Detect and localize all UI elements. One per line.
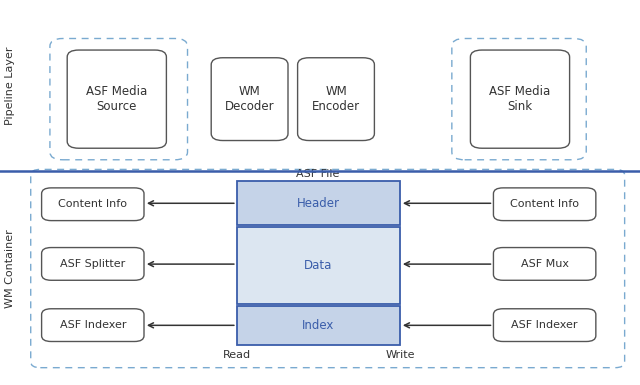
FancyBboxPatch shape: [298, 58, 374, 141]
Bar: [237, 227, 400, 304]
Text: Data: Data: [304, 259, 333, 272]
Text: ASF Splitter: ASF Splitter: [60, 259, 125, 269]
Text: Content Info: Content Info: [510, 199, 579, 209]
Text: WM Container: WM Container: [5, 229, 15, 308]
FancyBboxPatch shape: [493, 309, 596, 341]
Text: Write: Write: [385, 350, 415, 360]
Text: WM
Decoder: WM Decoder: [225, 85, 275, 113]
FancyBboxPatch shape: [42, 309, 144, 341]
FancyBboxPatch shape: [493, 248, 596, 280]
FancyBboxPatch shape: [67, 50, 166, 148]
Text: ASF Mux: ASF Mux: [521, 259, 569, 269]
Text: ASF Media
Source: ASF Media Source: [86, 85, 147, 113]
Text: WM
Encoder: WM Encoder: [312, 85, 360, 113]
Text: Content Info: Content Info: [58, 199, 127, 209]
Text: Index: Index: [302, 319, 335, 332]
FancyBboxPatch shape: [42, 188, 144, 221]
FancyBboxPatch shape: [470, 50, 570, 148]
FancyBboxPatch shape: [493, 188, 596, 221]
Bar: [237, 181, 400, 225]
Text: Pipeline Layer: Pipeline Layer: [5, 47, 15, 125]
Text: Read: Read: [223, 350, 251, 360]
Text: ASF Media
Sink: ASF Media Sink: [490, 85, 550, 113]
FancyBboxPatch shape: [42, 248, 144, 280]
FancyBboxPatch shape: [211, 58, 288, 141]
Bar: [237, 306, 400, 345]
Text: ASF File: ASF File: [296, 169, 340, 179]
Text: Header: Header: [297, 197, 340, 209]
Text: ASF Indexer: ASF Indexer: [511, 320, 578, 330]
Text: ASF Indexer: ASF Indexer: [60, 320, 126, 330]
